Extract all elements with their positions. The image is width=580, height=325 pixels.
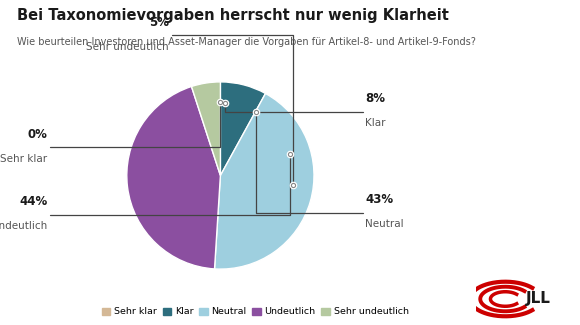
Text: JLL: JLL: [526, 292, 551, 306]
Text: Sehr klar: Sehr klar: [0, 154, 47, 164]
Text: Undeutlich: Undeutlich: [0, 221, 47, 231]
Text: Klar: Klar: [365, 118, 386, 128]
Text: 0%: 0%: [27, 128, 47, 141]
Text: 44%: 44%: [19, 195, 47, 208]
Wedge shape: [191, 82, 220, 176]
Text: Neutral: Neutral: [365, 219, 404, 229]
Wedge shape: [220, 82, 266, 176]
Text: Bei Taxonomievorgaben herrscht nur wenig Klarheit: Bei Taxonomievorgaben herrscht nur wenig…: [17, 8, 450, 23]
Text: 5%: 5%: [149, 16, 169, 29]
Text: Sehr undeutlich: Sehr undeutlich: [86, 42, 169, 52]
Text: 43%: 43%: [365, 193, 394, 206]
Wedge shape: [127, 86, 220, 269]
Text: Wie beurteilen Investoren und Asset-Manager die Vorgaben für Artikel-8- und Arti: Wie beurteilen Investoren und Asset-Mana…: [17, 37, 476, 47]
Legend: Sehr klar, Klar, Neutral, Undeutlich, Sehr undeutlich: Sehr klar, Klar, Neutral, Undeutlich, Se…: [98, 304, 412, 320]
Text: 8%: 8%: [365, 92, 386, 105]
Wedge shape: [215, 94, 314, 269]
